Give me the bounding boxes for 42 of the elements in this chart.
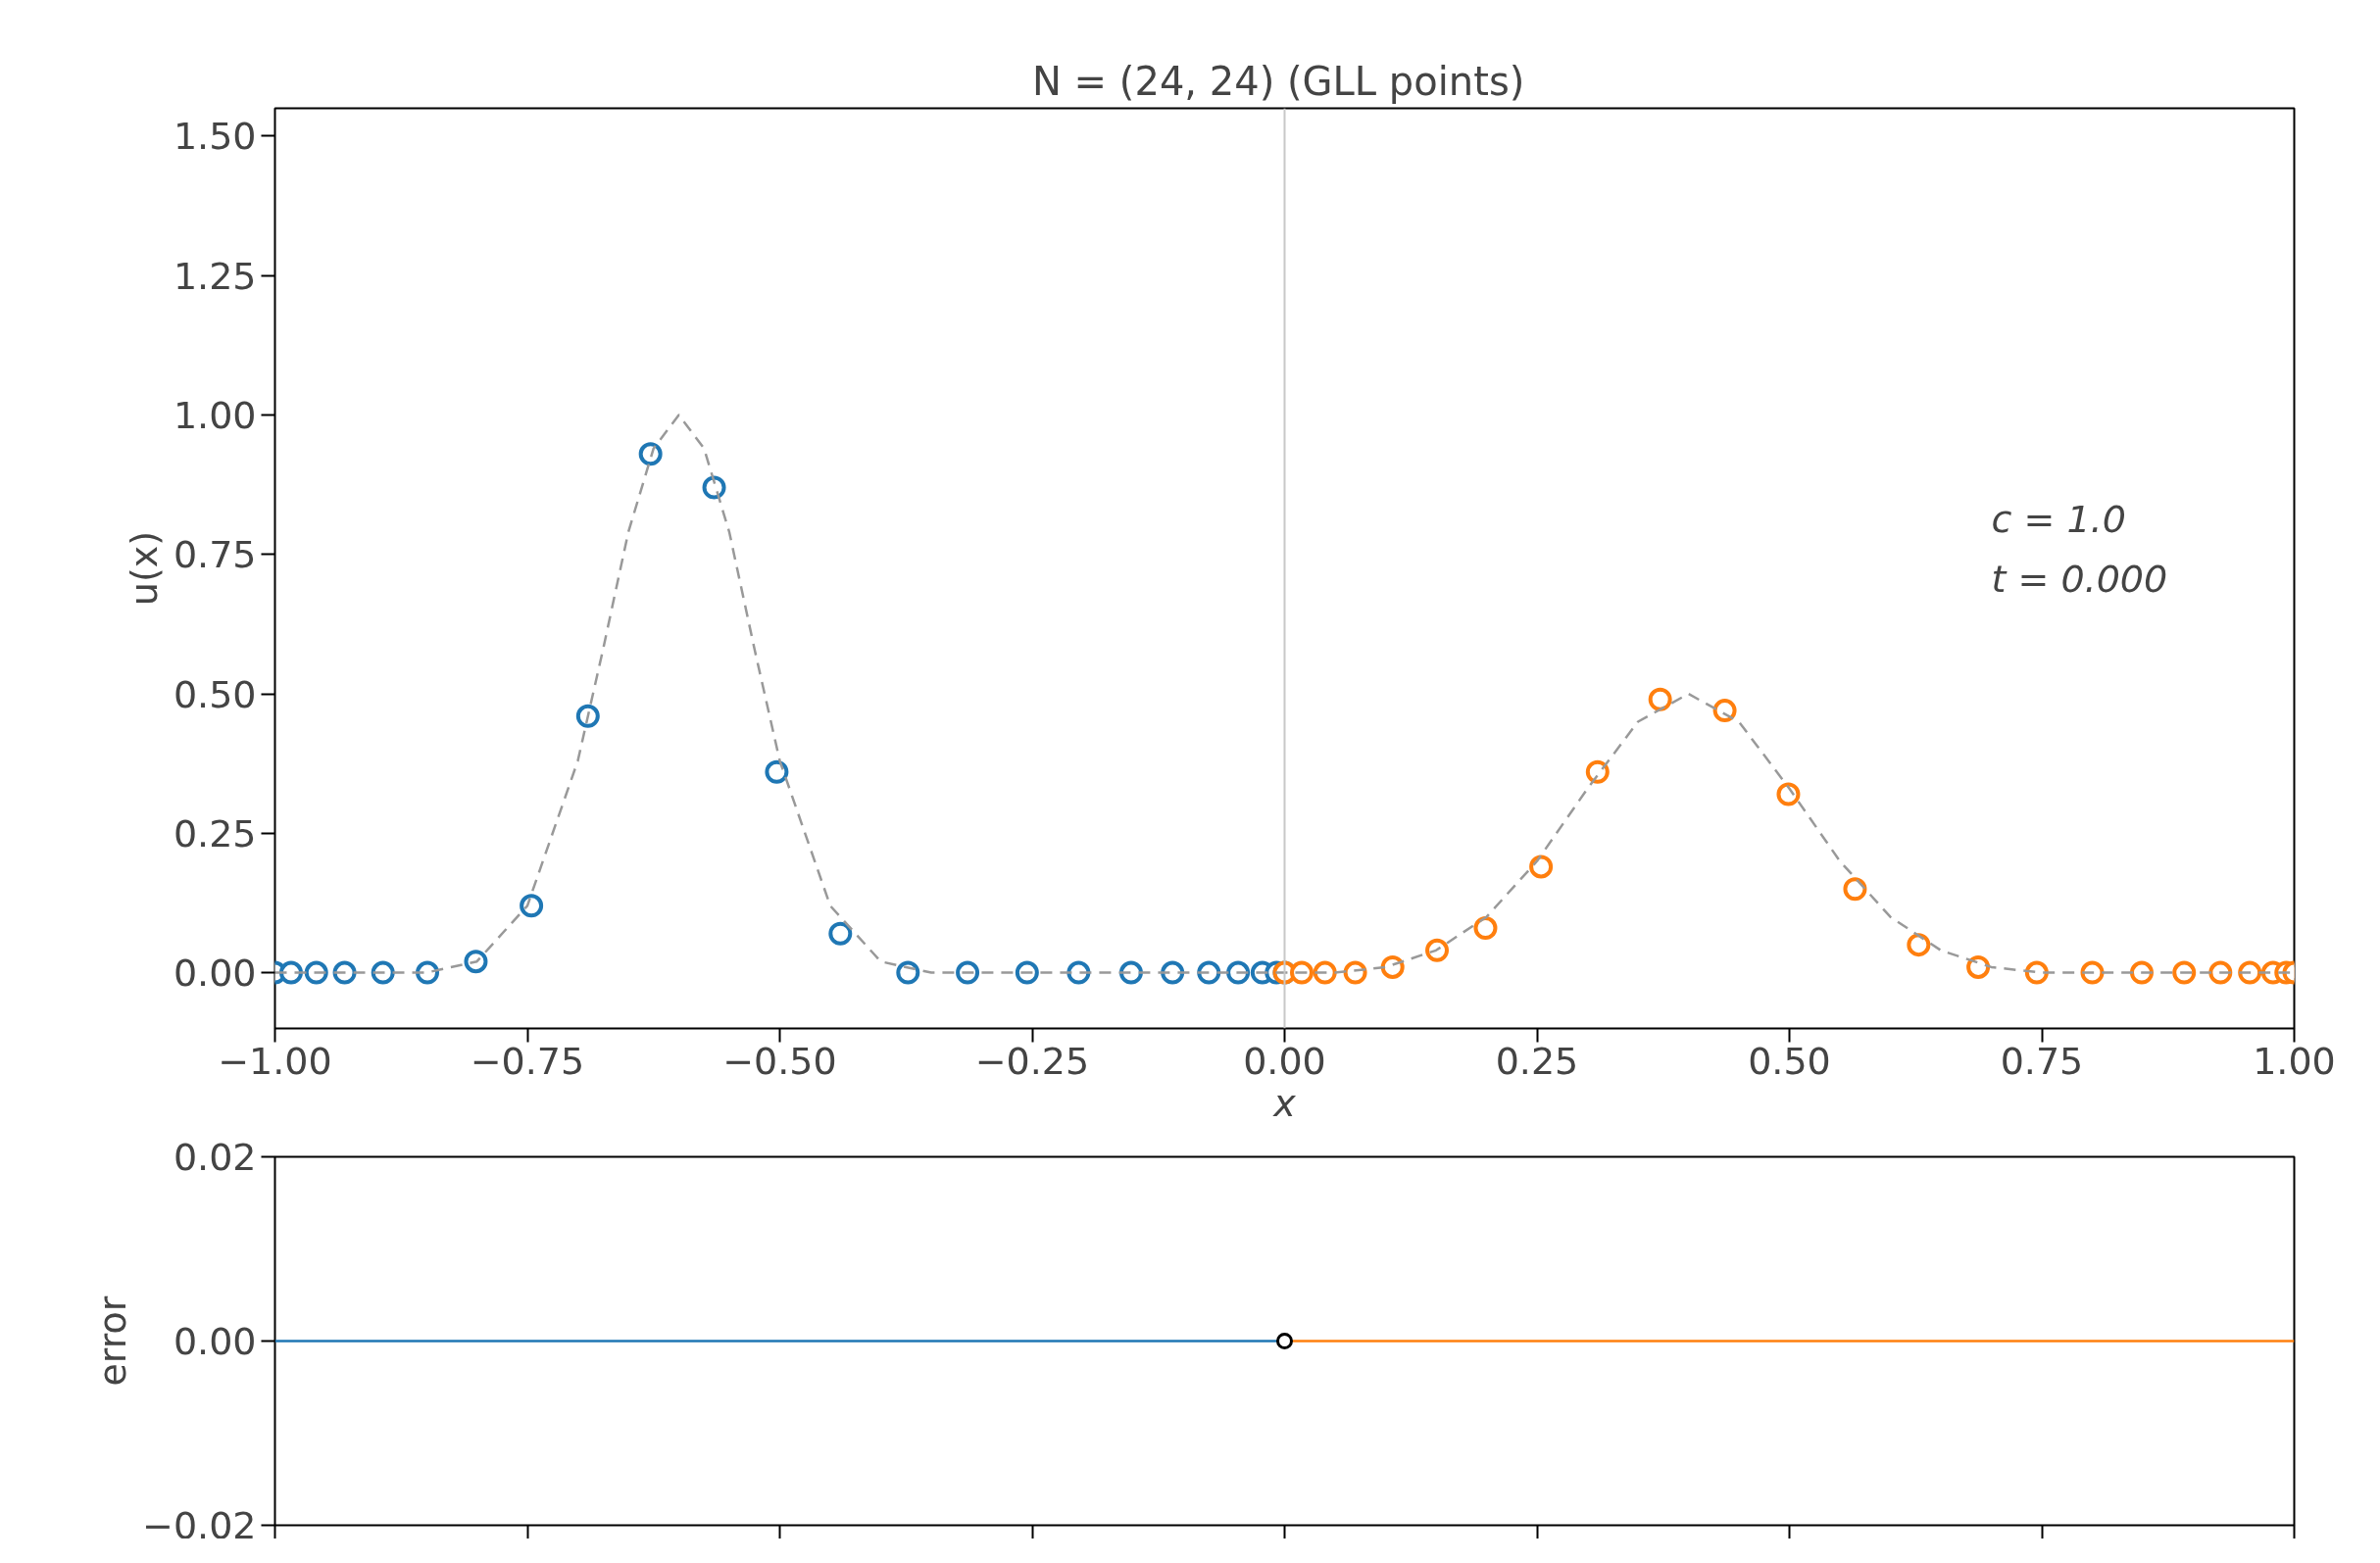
annotation: t = 0.000 <box>1991 557 2168 601</box>
chart-title: N = (24, 24) (GLL points) <box>1031 58 1525 104</box>
x-tick-label: −0.75 <box>470 1039 585 1083</box>
point <box>765 759 789 784</box>
y-tick-label: 0.75 <box>173 533 257 577</box>
point <box>1648 687 1672 711</box>
y-axis-title: u(x) <box>122 530 166 607</box>
y-tick-label: 1.25 <box>173 254 257 298</box>
point <box>828 921 853 946</box>
x-tick-label: 1.00 <box>2253 1039 2336 1083</box>
point <box>1529 855 1554 879</box>
x-tick-label: −0.50 <box>722 1039 837 1083</box>
point <box>1473 916 1498 941</box>
point <box>1712 699 1737 723</box>
y-tick-label: 0.25 <box>173 811 257 855</box>
point <box>896 960 920 985</box>
x-tick-label: −1.00 <box>218 1039 332 1083</box>
point <box>702 475 726 500</box>
x-axis-title: x <box>1272 1081 1297 1125</box>
x-tick-label: 0.00 <box>1243 1039 1326 1083</box>
point <box>1343 960 1367 985</box>
y-tick-label: 0.02 <box>173 1136 257 1179</box>
y-axis-title: error <box>91 1295 135 1387</box>
x-tick-label: −0.25 <box>974 1039 1090 1083</box>
point <box>1425 938 1450 962</box>
y-tick-label: 1.50 <box>173 115 257 159</box>
point <box>1585 759 1610 784</box>
y-tick-label: 0.00 <box>173 952 257 996</box>
x-tick-label: 0.75 <box>2000 1039 2084 1083</box>
y-tick-label: 0.50 <box>173 672 257 716</box>
annotation: c = 1.0 <box>1991 497 2126 541</box>
point <box>1907 933 1931 957</box>
point <box>1966 954 1991 979</box>
y-tick-label: 0.00 <box>173 1320 257 1363</box>
point <box>1776 782 1801 806</box>
point <box>1843 877 1867 902</box>
x-tick-label: 0.50 <box>1748 1039 1831 1083</box>
y-tick-label: 1.00 <box>173 394 257 437</box>
x-tick-label: 0.25 <box>1495 1039 1579 1083</box>
y-tick-label: −0.02 <box>142 1504 257 1547</box>
point <box>1380 954 1405 979</box>
point <box>638 442 663 466</box>
